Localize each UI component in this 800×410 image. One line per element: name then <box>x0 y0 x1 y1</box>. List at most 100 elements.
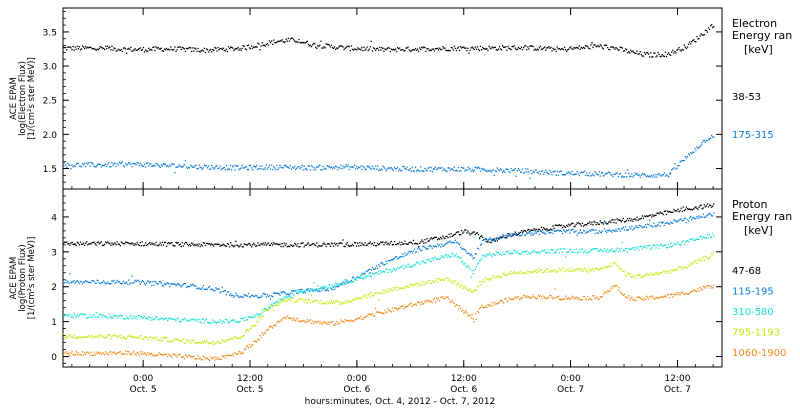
data-point <box>504 298 506 300</box>
data-point <box>388 290 390 293</box>
data-point <box>445 235 447 238</box>
data-point <box>508 170 510 173</box>
data-point <box>151 317 153 319</box>
data-point <box>277 168 279 171</box>
data-point <box>551 229 553 231</box>
data-point <box>696 35 698 38</box>
data-point <box>213 343 215 346</box>
data-point <box>222 290 224 293</box>
data-point <box>94 336 96 338</box>
data-point <box>212 49 214 51</box>
data-point <box>671 169 673 171</box>
data-point <box>651 174 653 176</box>
data-point <box>433 245 436 248</box>
data-point <box>707 206 710 208</box>
data-point <box>476 167 479 169</box>
data-point <box>132 282 134 285</box>
data-point <box>509 233 511 235</box>
data-point <box>300 298 302 300</box>
data-point <box>567 49 569 51</box>
data-point <box>103 164 106 167</box>
data-point <box>545 271 547 273</box>
data-point <box>582 229 585 232</box>
data-point <box>203 242 206 244</box>
data-point <box>598 298 600 300</box>
data-point <box>352 276 355 278</box>
data-point <box>90 336 92 338</box>
data-point <box>319 245 321 247</box>
data-point <box>173 163 175 166</box>
data-point <box>140 281 143 283</box>
data-point <box>535 49 537 51</box>
data-point <box>583 230 586 232</box>
data-point <box>279 243 281 245</box>
data-point <box>379 46 381 48</box>
data-point <box>200 243 202 246</box>
data-point <box>679 209 681 212</box>
data-point <box>713 136 715 138</box>
data-point <box>271 168 274 171</box>
data-point <box>568 297 570 299</box>
data-point <box>137 243 139 246</box>
data-point <box>597 298 599 300</box>
data-point <box>491 256 493 258</box>
data-point <box>269 244 272 246</box>
data-point <box>441 238 443 240</box>
data-point <box>537 294 540 296</box>
data-point <box>451 235 453 238</box>
data-point <box>131 166 133 168</box>
data-point <box>493 253 495 256</box>
series-38-53 <box>63 24 715 58</box>
data-point <box>380 49 382 51</box>
data-point <box>70 242 72 244</box>
data-point <box>276 292 278 295</box>
data-point <box>413 49 416 51</box>
data-point <box>580 232 583 234</box>
data-point <box>217 357 219 359</box>
data-point <box>536 272 538 274</box>
data-point <box>691 40 693 43</box>
data-point <box>672 49 674 51</box>
data-point <box>333 288 336 290</box>
data-point <box>623 293 626 296</box>
data-point <box>270 164 273 166</box>
data-point <box>95 166 97 168</box>
data-point <box>712 287 714 289</box>
data-point <box>538 170 541 173</box>
data-point <box>153 337 155 339</box>
data-point <box>181 319 183 321</box>
data-point <box>562 248 565 250</box>
data-point <box>132 351 134 354</box>
data-point <box>505 297 507 300</box>
data-point <box>399 168 401 170</box>
data-point <box>604 249 607 252</box>
data-point <box>517 233 520 236</box>
data-point <box>252 343 254 346</box>
data-point <box>670 294 672 296</box>
data-point <box>590 249 592 251</box>
data-point <box>319 303 321 305</box>
data-point <box>401 256 403 258</box>
data-point <box>558 224 561 226</box>
data-point <box>476 263 479 265</box>
data-point <box>532 45 534 48</box>
data-point <box>254 340 256 343</box>
data-point <box>544 249 546 251</box>
data-point <box>141 241 144 243</box>
data-point <box>399 241 401 243</box>
data-point <box>514 233 516 235</box>
data-point <box>666 210 669 212</box>
data-point <box>653 215 655 217</box>
data-point <box>244 243 246 246</box>
data-point <box>138 244 140 247</box>
data-point <box>385 170 387 172</box>
data-point <box>506 299 508 302</box>
data-point <box>445 296 447 298</box>
data-point <box>150 281 152 283</box>
data-point <box>705 237 708 239</box>
data-point <box>158 352 160 354</box>
data-point <box>498 301 501 304</box>
data-point <box>674 50 676 53</box>
data-point <box>495 238 497 240</box>
data-point <box>208 242 211 245</box>
